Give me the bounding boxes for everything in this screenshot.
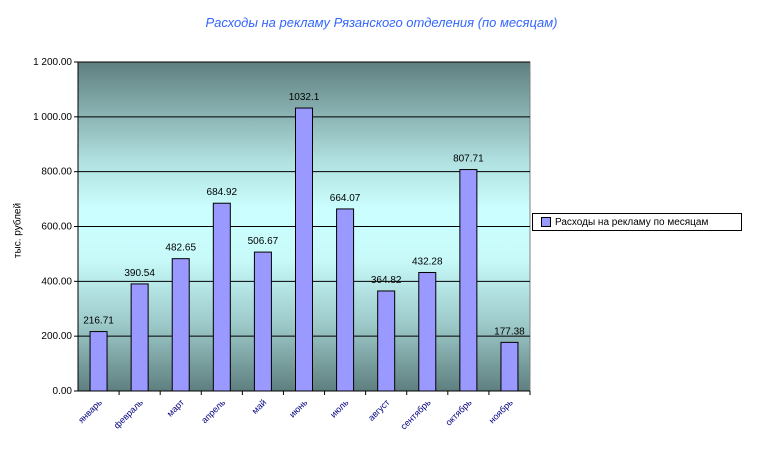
y-tick-label: 1 000.00 [33,112,72,123]
legend-label: Расходы на рекламу по месяцам [555,216,709,228]
chart-title: Расходы на рекламу Рязанского отделения … [205,15,558,30]
data-label: 216.71 [83,316,114,327]
x-tick-label: май [250,397,269,416]
x-tick-label: июнь [287,397,309,419]
legend: Расходы на рекламу по месяцам [532,213,742,231]
bar [212,202,231,392]
data-label: 684.92 [207,187,238,198]
x-tick-label: октябрь [443,397,474,428]
bar [418,271,437,392]
bar [130,283,149,392]
x-tick-label: март [165,397,186,418]
data-label: 506.67 [248,236,279,247]
y-tick-label: 0.00 [53,386,73,397]
data-label: 390.54 [124,268,155,279]
bar [295,107,313,392]
x-tick-label: ноябрь [487,397,515,425]
y-tick-label: 800.00 [41,167,72,178]
data-label: 177.38 [494,326,525,337]
x-tick-label: июль [328,397,351,420]
data-label: 482.65 [165,243,196,254]
x-tick-label: август [366,397,392,423]
y-tick-label: 1 200.00 [33,57,72,68]
data-label: 364.82 [371,275,402,286]
legend-swatch [541,217,551,227]
y-tick-label: 600.00 [41,222,72,233]
bar [459,169,478,392]
data-label: 664.07 [330,193,361,204]
y-tick-label: 400.00 [41,276,72,287]
x-tick-label: апрель [199,397,227,425]
bar [171,258,190,392]
bar [377,290,396,392]
data-label: 1032.1 [289,92,320,103]
x-tick-label: февраль [112,397,146,431]
data-label: 807.71 [453,154,484,165]
data-label: 432.28 [412,256,443,267]
x-tick-label: январь [76,397,104,425]
bar [253,251,272,392]
bar [89,331,108,392]
bar [336,208,355,392]
x-tick-label: сентябрь [399,397,433,431]
bar [500,341,519,392]
y-tick-label: 200.00 [41,331,72,342]
